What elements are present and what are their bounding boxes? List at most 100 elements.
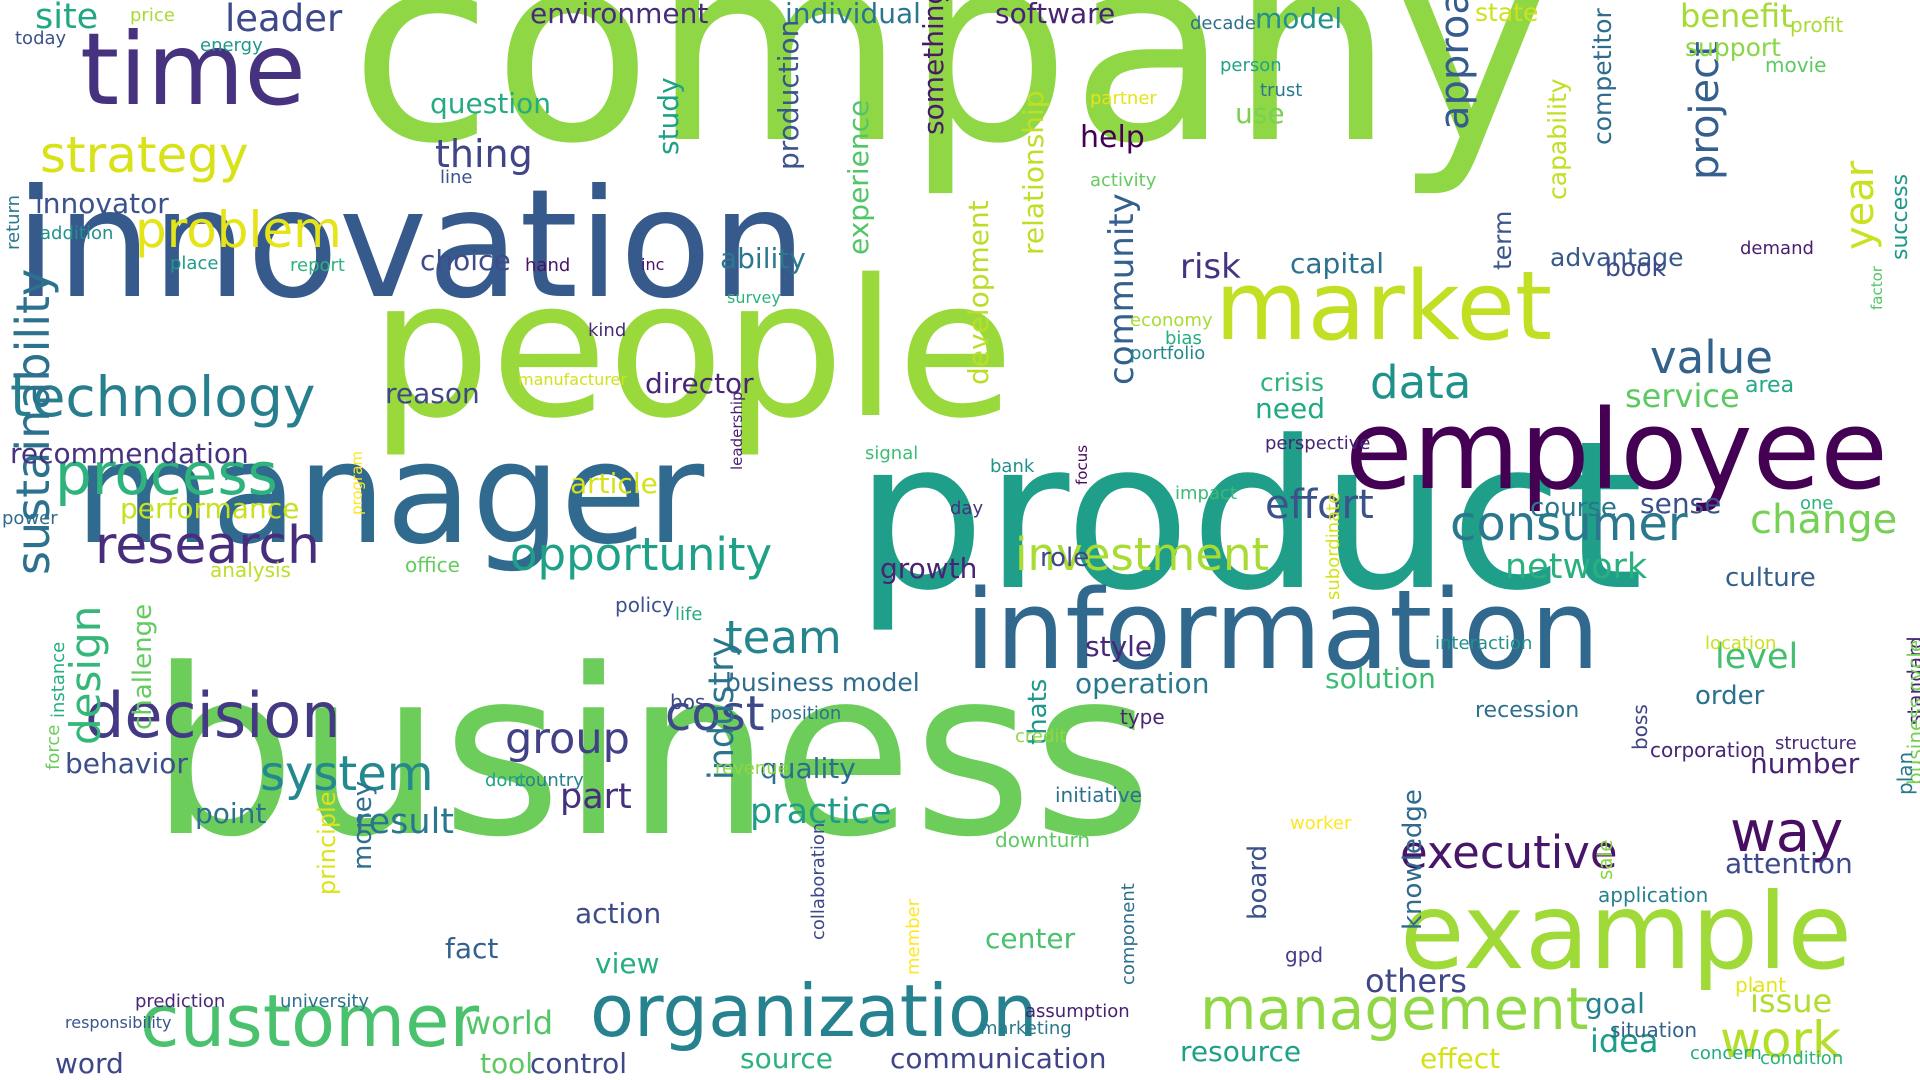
word: capability [1543, 78, 1572, 200]
word: level [1715, 637, 1799, 677]
word: attention [1725, 847, 1853, 880]
word: movie [1765, 53, 1827, 77]
word: demand [1740, 238, 1814, 259]
word: risk [1180, 247, 1241, 287]
word: value [1650, 331, 1773, 384]
word: experience [842, 99, 875, 255]
word: corporation [1650, 738, 1766, 762]
word: group [505, 714, 630, 764]
word: tool [480, 1047, 534, 1080]
word: one [1800, 493, 1834, 514]
word: management [1200, 975, 1589, 1043]
word: state [1475, 0, 1539, 27]
word: resource [1180, 1035, 1302, 1068]
word: program [348, 450, 366, 515]
word: policy [615, 593, 674, 617]
word: analysis [210, 558, 291, 582]
word: network [1505, 547, 1648, 587]
word: something [917, 0, 950, 135]
word: behavior [65, 747, 188, 780]
word: money [348, 780, 378, 870]
word: question [430, 87, 551, 120]
word: source [740, 1042, 833, 1075]
word: opportunity [510, 528, 773, 581]
word: bank [990, 456, 1035, 477]
word: model [1255, 2, 1343, 35]
word: role [1040, 543, 1090, 573]
word: year [1837, 160, 1883, 250]
word: location [1705, 633, 1777, 654]
word: structure [1775, 733, 1857, 754]
word: signal [865, 443, 919, 464]
word: bias [1165, 328, 1202, 349]
word: time [80, 11, 306, 128]
word: position [770, 703, 842, 724]
word: today [15, 28, 67, 49]
word: practice [750, 792, 892, 832]
word: site [35, 0, 99, 37]
word: benefit [1680, 0, 1793, 35]
word: thing [435, 132, 533, 176]
word: type [1120, 705, 1165, 729]
word: communication [890, 1042, 1107, 1075]
word: design [61, 605, 110, 745]
word: dont [485, 770, 526, 791]
word: country [515, 770, 584, 791]
word: action [575, 897, 662, 930]
word: office [405, 553, 460, 577]
word: number [1750, 747, 1860, 780]
word: goal [1585, 987, 1645, 1020]
word: course [1530, 493, 1617, 523]
word: consumer [1450, 496, 1688, 552]
word: advantage [1550, 243, 1684, 272]
word: price [130, 5, 175, 26]
word: principle [313, 791, 341, 895]
word: sustainability [6, 268, 60, 575]
word: control [530, 1047, 628, 1080]
word: use [1235, 97, 1285, 130]
word: data [1370, 356, 1472, 409]
word: boss [1628, 704, 1652, 750]
word: approach [1432, 0, 1478, 130]
word: power [2, 508, 58, 529]
word: situation [1610, 1018, 1698, 1042]
word: area [1745, 373, 1795, 398]
word: development [962, 200, 995, 385]
word: fact [445, 932, 499, 965]
word: sale [1593, 839, 1617, 880]
word: concern [1690, 1043, 1762, 1064]
word: kind [588, 320, 627, 341]
word: example [1400, 871, 1852, 993]
word: individual [785, 0, 921, 30]
word: growth [880, 552, 978, 585]
word: application [1598, 883, 1709, 907]
word: member [903, 898, 924, 975]
word: innovator [35, 187, 169, 220]
word: information [965, 566, 1600, 694]
word: capital [1290, 247, 1385, 280]
word: way [1730, 800, 1844, 865]
word: university [280, 991, 370, 1012]
word: study [652, 77, 685, 155]
word: assumption [1025, 1001, 1130, 1022]
word: gpd [1285, 943, 1324, 967]
word: environment [530, 0, 709, 30]
word: quality [760, 752, 856, 785]
word: revenue [715, 758, 789, 779]
word: decision [85, 679, 341, 752]
word: energy [200, 35, 263, 56]
word: portfolio [1130, 343, 1206, 364]
word: impact [1175, 483, 1237, 504]
word: competitor [1588, 8, 1617, 145]
word: prediction [135, 991, 226, 1012]
word: technology [10, 365, 316, 429]
word: organization [590, 969, 1038, 1053]
word: plant [1735, 973, 1787, 997]
word: people [370, 239, 1015, 460]
word: profit [1790, 13, 1844, 37]
word: system [260, 746, 434, 802]
word: instance [48, 641, 69, 718]
word: help [1080, 120, 1145, 155]
word: factor [1868, 266, 1886, 310]
